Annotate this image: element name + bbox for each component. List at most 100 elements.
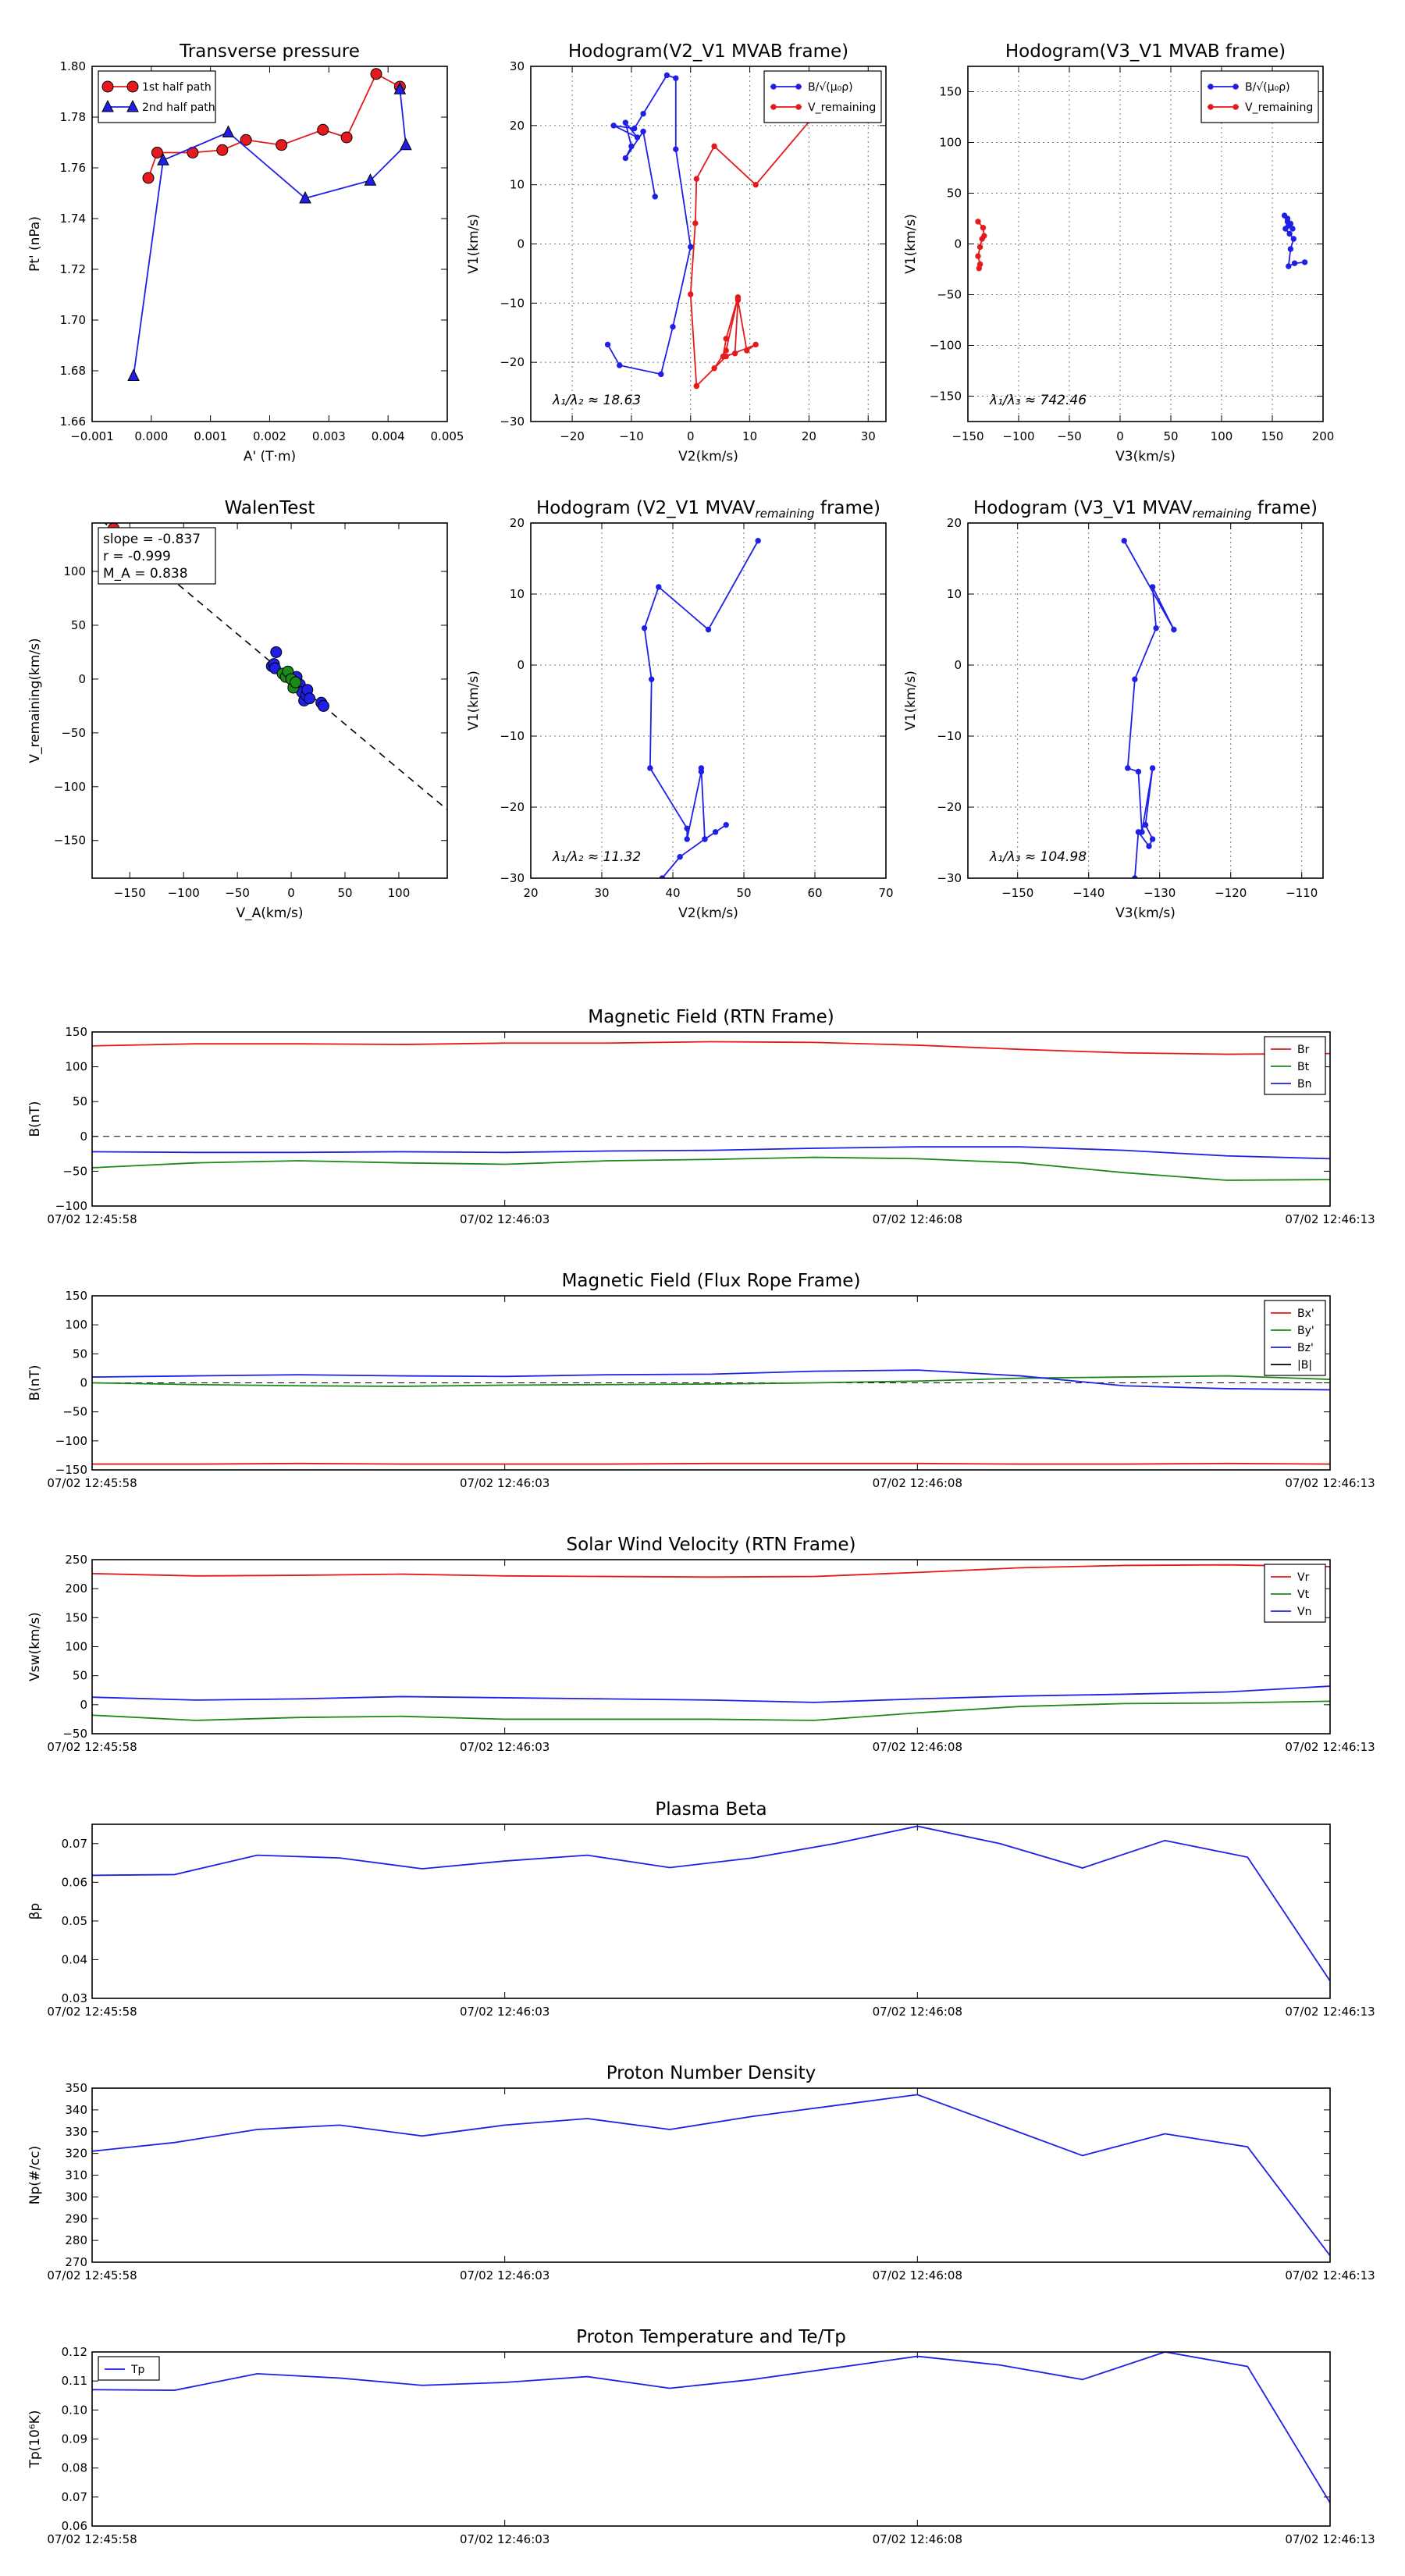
data-point	[723, 336, 729, 342]
y-axis-label: V1(km/s)	[903, 214, 919, 274]
stats-text: M_A = 0.838	[103, 566, 188, 582]
data-layer	[92, 1564, 1330, 1721]
title-tail: frame)	[1252, 498, 1318, 518]
legend-marker	[101, 99, 114, 112]
data-point	[617, 362, 623, 368]
x-tick-label: 07/02 12:46:08	[873, 1476, 962, 1490]
plot-frame	[967, 66, 1324, 422]
data-point	[723, 347, 729, 354]
legend-box	[1264, 1564, 1326, 1623]
plot-frame	[91, 2087, 1331, 2263]
x-tick-label: 100	[1211, 429, 1233, 443]
y-axis-label: Tp(10⁶K)	[27, 2410, 43, 2468]
y-tick-label: 1.80	[60, 59, 86, 73]
y-tick-label: 0	[80, 1130, 87, 1144]
y-tick-label: 20	[510, 516, 525, 530]
data-point	[299, 190, 311, 204]
eigenvalue-ratio-annotation: λ₁/λ₂ ≈ 11.32	[552, 849, 641, 865]
legend-marker	[1232, 84, 1239, 90]
data-point	[622, 119, 629, 126]
data-point	[975, 219, 981, 225]
y-axis-label: V1(km/s)	[903, 671, 919, 731]
chart-title: Hodogram (V2_V1 MVAVremaining frame)	[536, 498, 880, 521]
y-tick-label: 150	[65, 1025, 87, 1039]
y-tick-label: −100	[930, 339, 962, 353]
y-tick-label: −50	[62, 1405, 87, 1419]
legend-marker	[795, 104, 802, 110]
y-tick-label: 0.05	[62, 1914, 87, 1928]
legend-label: Bz'	[1297, 1342, 1314, 1354]
legend-label: By'	[1297, 1325, 1314, 1337]
y-tick-label: 100	[65, 1318, 87, 1332]
y-tick-label: −150	[54, 834, 86, 848]
stats-text: slope = -0.837	[103, 532, 201, 547]
y-tick-label: 0.08	[62, 2461, 87, 2475]
x-axis-label: A' (T·m)	[244, 449, 296, 464]
data-layer	[92, 1041, 1330, 1181]
data-point	[698, 765, 705, 771]
data-point	[692, 220, 699, 226]
panel-p1: −0.001 0.000 0.001 0.002 0.003 0.004 0.005 1.66…	[27, 41, 464, 464]
y-axis-label: V1(km/s)	[466, 671, 482, 731]
data-point	[1135, 829, 1142, 835]
x-tick-label: 0	[1116, 429, 1124, 443]
y-tick-label: −100	[54, 780, 86, 794]
eigenvalue-ratio-annotation: λ₁/λ₃ ≈ 104.98	[989, 849, 1087, 865]
data-point	[1290, 236, 1297, 242]
chart-title: Transverse pressure	[179, 41, 360, 62]
x-tick-label: 50	[1163, 429, 1178, 443]
plot-frame	[967, 522, 1324, 879]
y-tick-label: −10	[937, 729, 962, 743]
y-tick-label: 1.74	[60, 212, 86, 226]
legend-marker	[795, 84, 802, 90]
data-layer	[1121, 538, 1177, 878]
panel-t6: 0.06 0.07 0.08 0.09 0.10 0.11 0.12 07/02 12:45:…	[27, 2327, 1375, 2546]
data-point	[684, 825, 690, 832]
plot-frame	[530, 66, 887, 422]
data-point	[1149, 765, 1156, 771]
x-tick-label: 20	[802, 429, 816, 443]
legend-marker	[101, 80, 114, 93]
series-line-Np	[92, 2094, 1330, 2257]
data-point	[647, 765, 653, 771]
data-point	[723, 353, 729, 360]
plot-frame	[91, 2351, 1331, 2527]
data-point	[711, 143, 717, 150]
y-tick-label: −50	[61, 726, 86, 740]
x-tick-label: 0.004	[372, 429, 405, 443]
data-point	[317, 699, 329, 712]
y-axis-label: V1(km/s)	[466, 214, 482, 274]
x-tick-label: 07/02 12:46:13	[1285, 2005, 1375, 2019]
x-tick-label: 0.005	[431, 429, 464, 443]
legend-label: Vr	[1297, 1571, 1310, 1584]
x-tick-label: 0	[687, 429, 695, 443]
y-tick-label: 150	[65, 1289, 87, 1303]
legend-marker	[770, 104, 777, 110]
y-tick-label: 0.09	[62, 2432, 87, 2446]
series-line-Bz'	[92, 1369, 1330, 1391]
y-tick-label: 20	[510, 119, 525, 133]
data-point	[979, 236, 985, 242]
y-tick-label: 0.03	[62, 1991, 87, 2005]
data-point	[631, 125, 638, 132]
x-tick-label: −50	[225, 886, 250, 900]
y-tick-label: −50	[62, 1164, 87, 1178]
y-tick-label: 280	[65, 2233, 87, 2247]
plot-frame	[91, 1295, 1331, 1471]
x-tick-label: 07/02 12:46:03	[460, 2005, 550, 2019]
legend-box	[1200, 70, 1319, 123]
y-tick-label: 0	[517, 237, 525, 251]
y-tick-label: −50	[937, 288, 962, 302]
data-point	[151, 147, 163, 158]
y-tick-label: −150	[930, 390, 962, 404]
legend-label: 1st half path	[142, 81, 212, 94]
data-point	[276, 139, 288, 151]
data-point	[1286, 263, 1292, 269]
y-tick-label: 100	[63, 564, 86, 578]
x-tick-label: 50	[337, 886, 352, 900]
y-tick-label: −100	[55, 1199, 87, 1213]
data-point	[1142, 822, 1149, 828]
data-point	[693, 382, 700, 390]
data-point	[711, 365, 717, 372]
x-tick-label: 50	[736, 886, 751, 900]
